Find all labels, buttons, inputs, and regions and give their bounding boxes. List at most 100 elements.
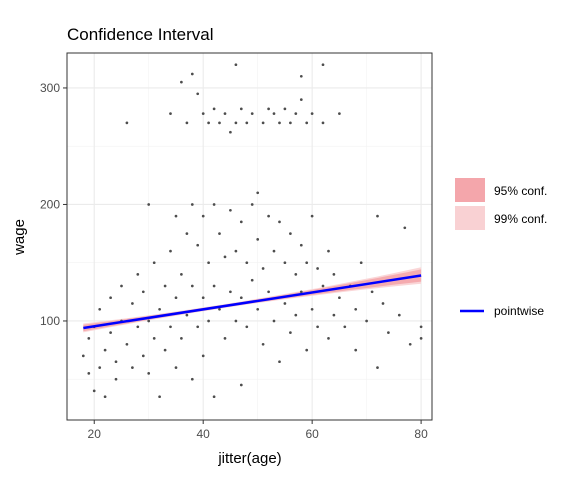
data-point <box>365 319 368 323</box>
legend-label-pointwise: pointwise <box>494 304 544 318</box>
data-point <box>234 319 238 323</box>
y-tick-label: 100 <box>40 314 60 328</box>
data-point <box>305 348 309 352</box>
data-point <box>218 121 221 125</box>
data-point <box>332 313 336 317</box>
data-point <box>103 395 107 399</box>
data-point <box>190 284 194 288</box>
data-point <box>234 249 238 253</box>
data-point <box>212 395 216 399</box>
data-point <box>212 284 216 288</box>
data-point <box>114 360 118 364</box>
data-point <box>131 302 134 305</box>
data-point <box>147 319 151 323</box>
legend-label-99: 99% conf. <box>494 212 547 226</box>
x-tick-label: 40 <box>197 427 211 441</box>
x-tick-label: 60 <box>305 427 319 441</box>
data-point <box>289 121 292 125</box>
data-point <box>338 296 341 300</box>
data-point <box>114 377 118 381</box>
x-axis-ticks: 20 40 60 80 <box>88 420 428 441</box>
data-point <box>370 290 374 294</box>
data-point <box>256 191 260 195</box>
data-point <box>163 348 167 352</box>
data-point <box>229 130 232 134</box>
data-point <box>174 214 178 218</box>
data-point <box>87 337 91 340</box>
data-point <box>289 232 292 235</box>
data-point <box>234 63 238 67</box>
data-point <box>354 348 358 352</box>
data-point <box>229 290 232 294</box>
data-point <box>419 337 423 340</box>
data-point <box>229 208 232 212</box>
data-point <box>207 319 210 323</box>
data-point <box>196 325 200 329</box>
data-point <box>109 331 112 334</box>
y-axis-ticks: 100 200 300 <box>40 81 67 328</box>
data-point <box>305 261 309 265</box>
data-point <box>185 232 189 235</box>
data-point <box>141 290 145 294</box>
data-point <box>239 383 243 387</box>
data-point <box>125 121 129 125</box>
data-point <box>120 284 123 288</box>
y-tick-label: 200 <box>40 197 60 211</box>
data-point <box>169 325 172 329</box>
data-point <box>267 290 270 294</box>
data-point <box>218 307 221 311</box>
data-point <box>180 273 183 276</box>
data-point <box>294 313 298 317</box>
data-point <box>136 325 140 329</box>
data-point <box>294 112 298 115</box>
data-point <box>98 366 102 369</box>
data-point <box>190 72 194 76</box>
data-point <box>98 307 102 311</box>
data-point <box>327 337 330 340</box>
data-point <box>174 296 178 300</box>
data-point <box>261 342 265 346</box>
data-point <box>196 243 200 247</box>
data-point <box>299 74 303 78</box>
data-point <box>261 121 265 125</box>
data-point <box>223 337 227 340</box>
data-point <box>354 307 358 311</box>
data-point <box>207 261 210 265</box>
data-point <box>299 243 303 247</box>
data-point <box>109 296 112 300</box>
data-point <box>223 112 227 115</box>
data-point <box>174 366 178 369</box>
data-point <box>185 121 189 125</box>
data-point <box>419 325 423 329</box>
data-point <box>278 220 281 224</box>
data-point <box>272 319 276 323</box>
data-point <box>87 372 91 375</box>
data-point <box>201 112 205 115</box>
legend-label-95: 95% conf. <box>494 184 547 198</box>
x-tick-label: 20 <box>88 427 102 441</box>
y-axis-title: wage <box>11 219 28 256</box>
data-point <box>261 267 265 270</box>
data-point <box>272 249 276 253</box>
data-point <box>180 337 183 340</box>
data-point <box>180 80 183 84</box>
data-point <box>250 203 254 206</box>
data-point <box>152 261 156 265</box>
data-point <box>201 296 205 300</box>
data-point <box>359 261 363 265</box>
data-point <box>408 342 412 346</box>
data-point <box>278 121 281 125</box>
data-point <box>256 238 260 241</box>
data-point <box>376 366 379 369</box>
data-point <box>136 273 140 276</box>
data-point <box>239 296 243 300</box>
data-point <box>147 203 151 206</box>
data-point <box>245 121 249 125</box>
data-point <box>239 220 243 224</box>
data-point <box>376 214 379 218</box>
data-point <box>147 372 151 375</box>
data-point <box>294 273 298 276</box>
data-point <box>321 63 325 67</box>
data-point <box>141 354 145 358</box>
data-point <box>343 325 347 329</box>
